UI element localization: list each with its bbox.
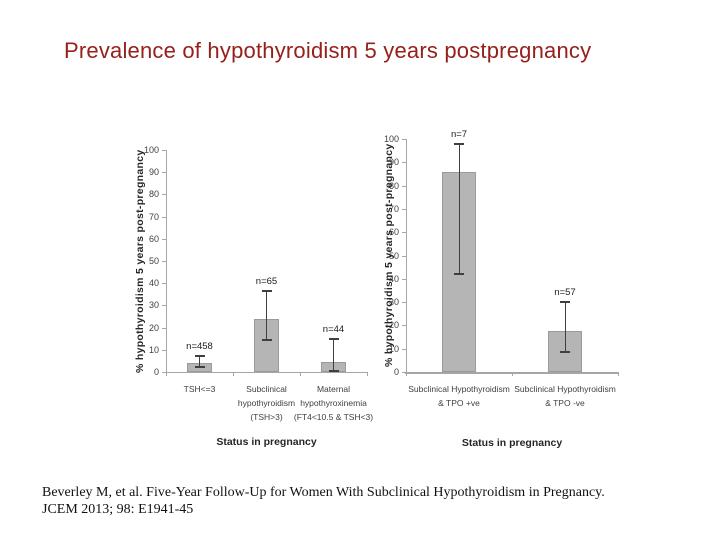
y-tick-mark [402,208,406,210]
x-tick-mark [618,372,619,376]
x-axis-line [165,372,368,373]
error-bar [199,355,200,367]
citation: Beverley M, et al. Five-Year Follow-Up f… [42,485,662,518]
error-bar [333,338,334,371]
y-tick-label: 90 [388,157,399,168]
y-axis-title: % hypothyroidism 5 years post-pregnancy [134,149,146,373]
x-tick-mark [367,372,368,376]
x-axis-title: Status in pregnancy [461,437,563,449]
x-tick-mark [166,372,167,376]
y-tick-label: 20 [388,320,399,331]
y-tick-label: 30 [388,297,399,308]
y-tick-mark [162,305,166,307]
y-tick-mark [162,150,166,151]
error-bar [458,143,460,275]
y-tick-label: 40 [148,278,159,289]
error-bar [564,302,566,353]
x-tick-label: Subclinical hypothyroidism (TSH>3) [237,384,296,422]
y-tick-label: 20 [148,322,159,333]
error-bar-cap-top [261,289,272,292]
y-tick-mark [402,255,406,257]
citation-line-1: Beverley M, et al. Five-Year Follow-Up f… [42,485,605,500]
x-tick-mark [300,372,301,376]
y-tick-mark [162,238,166,240]
x-tick-label: Maternal hypothyroxinemia (FT4<10.5 & TS… [293,384,374,422]
bar-n-label: n=65 [255,275,278,287]
right-bar-chart: 0 10 20 30 40 50 60 70 80 90 100 n=7 Subclinical Hyp… [376,108,676,468]
x-tick-mark [233,372,234,376]
y-tick-mark [402,278,406,280]
y-tick-mark [162,194,166,196]
y-tick-label: 60 [388,227,399,238]
error-bar-cap-top [454,142,464,145]
slide-title: Prevalence of hypothyroidism 5 years pos… [64,38,592,63]
x-tick-label: Subclinical Hypothyroidism & TPO +ve [408,384,510,408]
y-tick-mark [162,283,166,285]
y-tick-label: 10 [148,344,159,355]
bar-n-label: n=7 [450,128,468,140]
y-tick-label: 0 [393,367,399,377]
error-bar-cap-bottom [261,338,272,341]
y-axis-line [166,150,167,372]
y-tick-mark [402,302,406,304]
y-tick-mark [162,216,166,218]
y-tick-label: 0 [153,367,159,377]
y-axis-line [406,139,407,372]
y-tick-label: 100 [383,134,399,144]
x-tick-mark [512,372,513,376]
y-tick-label: 50 [388,250,399,261]
y-tick-label: 90 [148,167,159,178]
bar-n-label: n=44 [322,323,345,335]
error-bar-cap-bottom [194,365,205,368]
y-tick-mark [402,162,406,164]
y-tick-label: 100 [143,145,159,155]
y-tick-mark [402,139,406,140]
y-tick-label: 30 [148,300,159,311]
y-tick-label: 80 [388,180,399,191]
citation-line-2: JCEM 2013; 98: E1941-45 [42,501,194,517]
y-tick-label: 70 [148,211,159,222]
y-tick-mark [402,232,406,234]
x-tick-mark [406,372,407,376]
x-tick-label: Subclinical Hypothyroidism & TPO -ve [514,384,616,408]
bar-n-label: n=458 [186,340,213,352]
y-tick-mark [162,372,166,373]
y-tick-mark [162,172,166,174]
bar-n-label: n=57 [554,287,576,299]
x-tick-label: TSH<=3 [183,384,216,394]
error-bar-cap-bottom [328,369,339,372]
error-bar-cap-top [194,354,205,357]
y-tick-mark [402,325,406,327]
y-tick-label: 80 [148,189,159,200]
y-tick-mark [162,349,166,351]
y-tick-mark [162,327,166,329]
x-axis-title: Status in pregnancy [216,436,317,448]
left-bar-chart: 0 10 20 30 40 50 60 70 80 90 100 n=458 TSH<=3 n=65 Sub… [128,128,390,468]
error-bar-cap-bottom [454,273,464,276]
error-bar-cap-top [560,301,570,304]
bar [254,318,279,372]
y-tick-mark [162,261,166,262]
y-tick-mark [402,348,406,350]
y-tick-mark [402,185,406,187]
error-bar [266,290,267,340]
error-bar-cap-bottom [560,351,570,354]
y-tick-label: 50 [148,256,159,266]
y-tick-label: 40 [388,273,399,284]
error-bar-cap-top [328,337,339,340]
y-tick-label: 70 [388,203,399,214]
y-axis-title: % hypothyroidism 5 years post-pregnancy [383,143,395,368]
y-tick-label: 10 [388,343,399,354]
y-tick-mark [402,372,406,373]
y-tick-label: 60 [148,233,159,244]
